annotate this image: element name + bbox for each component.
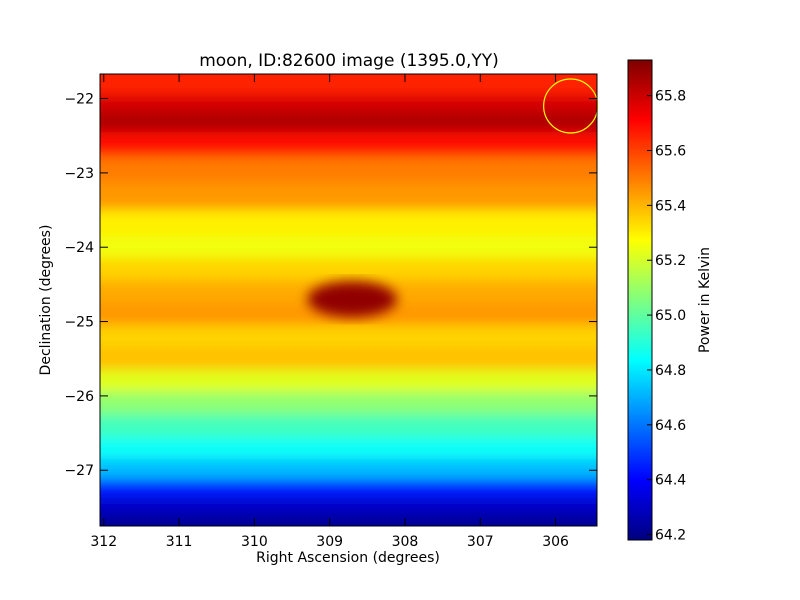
y-axis-label: Declination (degrees): [38, 225, 54, 376]
x-axis-label: Right Ascension (degrees): [256, 550, 440, 566]
heatmap-bands: [100, 74, 597, 526]
heatmap-band: [100, 498, 597, 516]
y-tick-label: −22: [64, 92, 94, 108]
heatmap-image: [100, 74, 597, 526]
heatmap-band: [100, 236, 597, 260]
hotspot-core: [307, 281, 398, 318]
heatmap-band: [100, 182, 597, 212]
colorbar-tick-label: 65.4: [655, 198, 686, 214]
x-tick-label: 307: [467, 534, 494, 550]
y-tick-label: −26: [64, 389, 94, 405]
heatmap-band: [100, 131, 597, 158]
heatmap-band: [100, 436, 597, 461]
circle-marker: [543, 78, 599, 134]
heatmap-band: [100, 347, 597, 371]
heatmap-band: [100, 258, 597, 282]
colorbar-axis: 64.2 64.4 64.6 64.8 65.0 65.2 65.4 65.6 65.8: [647, 89, 686, 544]
y-tick-label: −27: [64, 463, 94, 479]
colorbar-tick-label: 65.8: [655, 89, 686, 105]
heatmap-band: [100, 514, 597, 526]
heatmap-band: [100, 459, 597, 481]
x-tick-label: 312: [90, 534, 117, 550]
heatmap-band: [100, 479, 597, 500]
heatmap-band: [100, 392, 597, 416]
plot-frame: [99, 73, 598, 527]
colorbar-tick-label: 64.6: [655, 418, 686, 434]
heatmap-band: [100, 414, 597, 438]
heatmap-band: [100, 74, 597, 96]
x-tick-label: 306: [542, 534, 569, 550]
heatmap-band: [100, 111, 597, 133]
y-tick-label: −24: [64, 240, 94, 256]
chart-title: moon, ID:82600 image (1395.0,YY): [199, 51, 499, 71]
heatmap-hotspot: [307, 281, 398, 318]
heatmap-band: [100, 325, 597, 349]
heatmap-band: [100, 94, 597, 113]
colorbar-tick-label: 65.0: [655, 308, 686, 324]
x-tick-label: 310: [241, 534, 268, 550]
x-tick-label: 309: [316, 534, 343, 550]
x-axis: 312 311 310 309 308 307 306: [90, 74, 569, 550]
y-tick-label: −25: [64, 315, 94, 331]
colorbar-label: Power in Kelvin: [697, 247, 713, 353]
colorbar-tick-label: 64.2: [655, 528, 686, 544]
colorbar-tick-label: 64.8: [655, 363, 686, 379]
colorbar-tick-label: 65.6: [655, 144, 686, 160]
colorbar-tick-label: 65.2: [655, 253, 686, 269]
x-tick-label: 308: [392, 534, 419, 550]
heatmap-band: [100, 156, 597, 184]
x-tick-label: 311: [166, 534, 193, 550]
heatmap-band: [100, 210, 597, 238]
heatmap-band: [100, 369, 597, 394]
y-axis: −22 −23 −24 −25 −26 −27: [64, 92, 597, 479]
colorbar-tick-label: 64.4: [655, 473, 686, 489]
y-tick-label: −23: [64, 166, 94, 182]
colorbar: [627, 59, 653, 541]
